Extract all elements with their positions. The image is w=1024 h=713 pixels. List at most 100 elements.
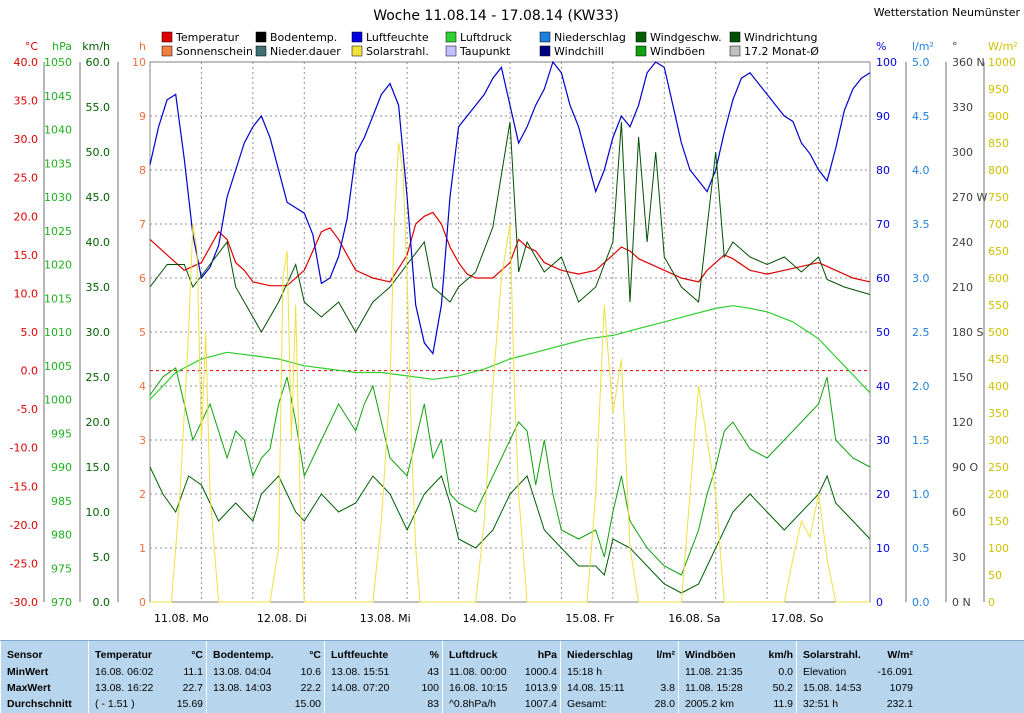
summary-cell-time: 15:18 h (567, 666, 603, 678)
rain-axis-tick: 2.5 (912, 326, 930, 339)
rain-axis-tick: 4.0 (912, 164, 930, 177)
wind-axis-tick: 45.0 (86, 191, 111, 204)
summary-cell-value: -16.091 (877, 666, 913, 678)
summary-cell-time: Elevation (803, 666, 847, 678)
humidity-axis-tick: 100 (876, 56, 897, 69)
solar-axis-tick: 400 (988, 380, 1009, 393)
summary-cell-value: 0.0 (778, 666, 793, 678)
summary-cell-value: 15.69 (176, 698, 203, 710)
summary-cell-time: 32:51 h (803, 698, 839, 710)
legend-label: Solarstrahl. (366, 45, 429, 58)
winddir-axis-tick: 90 O (952, 461, 978, 474)
humidity-axis-tick: 0 (876, 596, 883, 609)
summary-column: Sensor MinWert MaxWert Durchschnitt (0, 641, 89, 713)
pressure-axis-tick: 985 (51, 495, 72, 508)
summary-cell-time: 15.08. 14:53 (803, 682, 862, 694)
pressure-axis-tick: 990 (51, 461, 72, 474)
humidity-axis-tick: 10 (876, 542, 890, 555)
legend-swatch (539, 45, 551, 57)
temp-axis-tick: 30.0 (14, 133, 39, 146)
summary-header: Temperatur (95, 649, 152, 661)
summary-table: Sensor MinWert MaxWert Durchschnitt Temperat… (0, 640, 1024, 713)
solar-axis-tick: 600 (988, 272, 1009, 285)
legend-swatch (729, 31, 741, 43)
summary-column: Bodentemp. °C 13.08. 04:04 10.6 13.08. 14:03… (206, 641, 325, 713)
pressure-axis-tick: 1010 (44, 326, 72, 339)
wind-axis-tick: 10.0 (86, 506, 111, 519)
summary-cell-value: 22.7 (182, 682, 203, 694)
legend-label: Luftfeuchte (366, 31, 429, 44)
pressure-axis-tick: 970 (51, 596, 72, 609)
summary-column: Temperatur °C 16.08. 06:02 11.1 13.08. 16:22… (88, 641, 207, 713)
summary-cell-value: 1007.4 (524, 698, 557, 710)
pressure-axis-unit: hPa (52, 40, 72, 53)
summary-cell-value: 10.6 (300, 666, 321, 678)
legend-swatch (539, 31, 551, 43)
summary-column: Windböen km/h 11.08. 21:35 0.0 11.08. 15:28 5… (678, 641, 797, 713)
series-line-windgeschw (149, 466, 871, 594)
solar-axis-tick: 550 (988, 299, 1009, 312)
pressure-axis-tick: 1020 (44, 259, 72, 272)
summary-column: Luftfeuchte% 13.08. 15:51 43 14.08. 07:20 10… (324, 641, 443, 713)
solar-axis-tick: 650 (988, 245, 1009, 258)
rain-axis-tick: 1.0 (912, 488, 930, 501)
summary-column: Solarstrahl. W/m² Elevation -16.091 15.08. 1… (796, 641, 917, 713)
wind-axis-tick: 15.0 (86, 461, 111, 474)
summary-cell-value: 232.1 (886, 698, 913, 710)
winddir-axis-tick: 300 (952, 146, 973, 159)
legend-label: Luftdruck (460, 31, 512, 44)
weather-chart: 40.035.030.025.020.015.010.05.00.0-5.0-1… (9, 6, 1021, 625)
humidity-axis-tick: 70 (876, 218, 890, 231)
winddir-axis-tick: 60 (952, 506, 966, 519)
pressure-axis-tick: 1030 (44, 191, 72, 204)
chart-title: Woche 11.08.14 - 17.08.14 (KW33) (373, 8, 619, 24)
sun-axis-tick: 3 (139, 434, 146, 447)
summary-cell-time: 13.08. 14:03 (213, 682, 272, 694)
sun-axis-tick: 0 (139, 596, 146, 609)
pressure-axis-tick: 1040 (44, 124, 72, 137)
summary-header: Niederschlag (567, 649, 633, 661)
summary-unit: hPa (537, 649, 557, 661)
winddir-axis-tick: 240 (952, 236, 973, 249)
summary-cell-time: 11.08. 15:28 (685, 682, 743, 694)
wind-axis-tick: 0.0 (93, 596, 111, 609)
temp-axis-tick: 40.0 (14, 56, 39, 69)
legend-swatch (729, 45, 741, 57)
sun-axis-tick: 9 (139, 110, 146, 123)
legend-label: Niederschlag (554, 31, 626, 44)
solar-axis-tick: 700 (988, 218, 1009, 231)
summary-cell-value: 11.9 (773, 698, 793, 710)
pressure-axis-tick: 1000 (44, 394, 72, 407)
summary-cell-value: 43 (427, 666, 439, 678)
winddir-axis-tick: 150 (952, 371, 973, 384)
summary-row-label: Durchschnitt (7, 698, 72, 710)
day-label: 17.08. So (771, 612, 823, 625)
pressure-axis-tick: 980 (51, 529, 72, 542)
temp-axis-tick: -25.0 (10, 557, 38, 570)
summary-header: Solarstrahl. (803, 649, 861, 661)
summary-cell-time: ( - 1.51 ) (95, 698, 135, 710)
legend-swatch (445, 45, 457, 57)
solar-axis-tick: 900 (988, 110, 1009, 123)
wind-axis-tick: 40.0 (86, 236, 111, 249)
solar-axis-tick: 200 (988, 488, 1009, 501)
summary-header: Windböen (685, 649, 736, 661)
winddir-axis-tick: 360 N (952, 56, 985, 69)
series-line-temperatur (149, 211, 871, 287)
sun-axis-tick: 10 (132, 56, 146, 69)
pressure-axis-tick: 1035 (44, 157, 72, 170)
humidity-axis-tick: 50 (876, 326, 890, 339)
pressure-axis-tick: 1025 (44, 225, 72, 238)
legend-label: Windböen (650, 45, 705, 58)
summary-cell-value: 1013.9 (524, 682, 557, 694)
summary-column: Niederschlag l/m² 15:18 h 14.08. 15:11 3.8 Ge… (560, 641, 679, 713)
temp-axis-tick: 20.0 (14, 210, 39, 223)
rain-axis-tick: 3.5 (912, 218, 930, 231)
wind-axis-tick: 5.0 (93, 551, 111, 564)
temp-axis-tick: 5.0 (21, 326, 39, 339)
wind-axis-tick: 60.0 (86, 56, 111, 69)
summary-cell-value: 28.0 (654, 698, 675, 710)
pressure-axis-tick: 1005 (44, 360, 72, 373)
solar-axis-tick: 50 (988, 569, 1002, 582)
wind-axis-tick: 35.0 (86, 281, 111, 294)
